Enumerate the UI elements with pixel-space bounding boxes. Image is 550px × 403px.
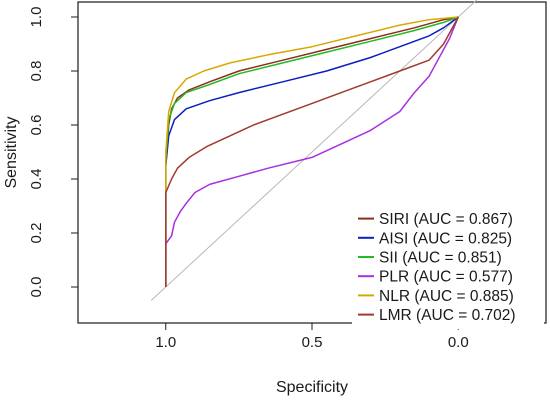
reference-diagonal-line (150, 0, 478, 301)
roc-curve-aisi (165, 16, 459, 287)
roc-curve-nlr (165, 16, 459, 287)
legend-box (352, 204, 544, 330)
y-axis-title: Sensitivity (3, 116, 20, 188)
legend-label: SIRI (AUC = 0.867) (379, 211, 513, 228)
y-tick-label: 0.0 (28, 277, 45, 298)
legend-label: SII (AUC = 0.851) (379, 250, 502, 267)
y-tick-label: 0.2 (28, 223, 45, 244)
x-tick-label: 0.5 (302, 334, 323, 351)
y-tick-label: 0.6 (28, 115, 45, 136)
x-axis-title: Specificity (276, 379, 348, 396)
y-axis: 0.0 0.2 0.4 0.6 0.8 1.0 (28, 7, 78, 298)
y-tick-label: 1.0 (28, 7, 45, 28)
roc-curves-layer (165, 16, 459, 287)
roc-curve-lmr (165, 16, 459, 287)
legend: SIRI (AUC = 0.867) AISI (AUC = 0.825) SII … (352, 204, 544, 330)
x-tick-label: 1.0 (155, 334, 176, 351)
reference-line-layer (150, 0, 478, 301)
legend-label: PLR (AUC = 0.577) (379, 269, 513, 286)
y-tick-label: 0.8 (28, 61, 45, 82)
roc-curve-plr (165, 16, 459, 287)
legend-label: NLR (AUC = 0.885) (379, 288, 514, 305)
x-tick-label: 0.0 (448, 334, 469, 351)
legend-label: AISI (AUC = 0.825) (379, 230, 512, 247)
legend-label: LMR (AUC = 0.702) (379, 307, 516, 324)
y-tick-label: 0.4 (28, 169, 45, 190)
